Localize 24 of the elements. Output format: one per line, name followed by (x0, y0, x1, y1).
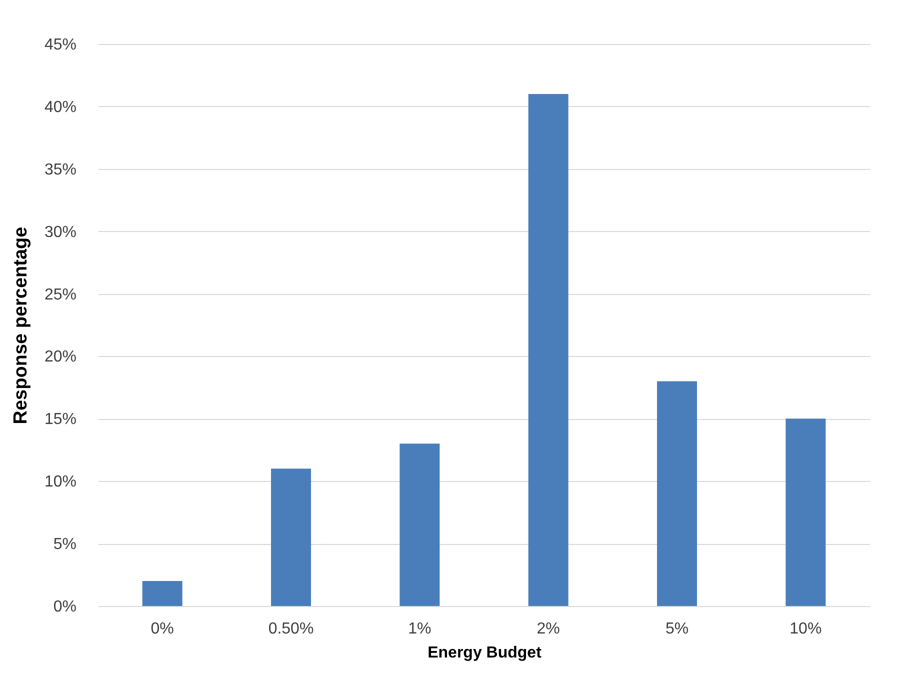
bar (142, 581, 182, 606)
y-axis-title: Response percentage (10, 226, 32, 424)
x-tick-label: 5% (665, 620, 689, 638)
y-tick-label: 15% (44, 411, 76, 428)
bar (528, 94, 568, 606)
x-tick-label: 1% (408, 620, 432, 638)
y-tick-label: 45% (44, 36, 76, 54)
bar (657, 381, 697, 606)
y-tick-label: 20% (44, 348, 76, 366)
y-tick-label: 0% (53, 598, 76, 616)
y-tick-label: 40% (44, 98, 76, 116)
y-tick-label: 25% (44, 286, 76, 304)
y-tick-label: 30% (44, 224, 76, 241)
bar (786, 418, 826, 606)
bar (271, 468, 311, 606)
y-tick-label: 10% (44, 474, 76, 491)
bar (400, 444, 440, 606)
y-tick-label: 5% (53, 536, 76, 554)
x-tick-label: 10% (790, 620, 822, 638)
x-tick-label: 0% (150, 620, 174, 638)
x-tick-label: 0.50% (268, 620, 314, 638)
x-axis-title: Energy Budget (428, 644, 542, 662)
y-tick-label: 35% (44, 161, 76, 178)
x-tick-label: 2% (536, 620, 560, 638)
